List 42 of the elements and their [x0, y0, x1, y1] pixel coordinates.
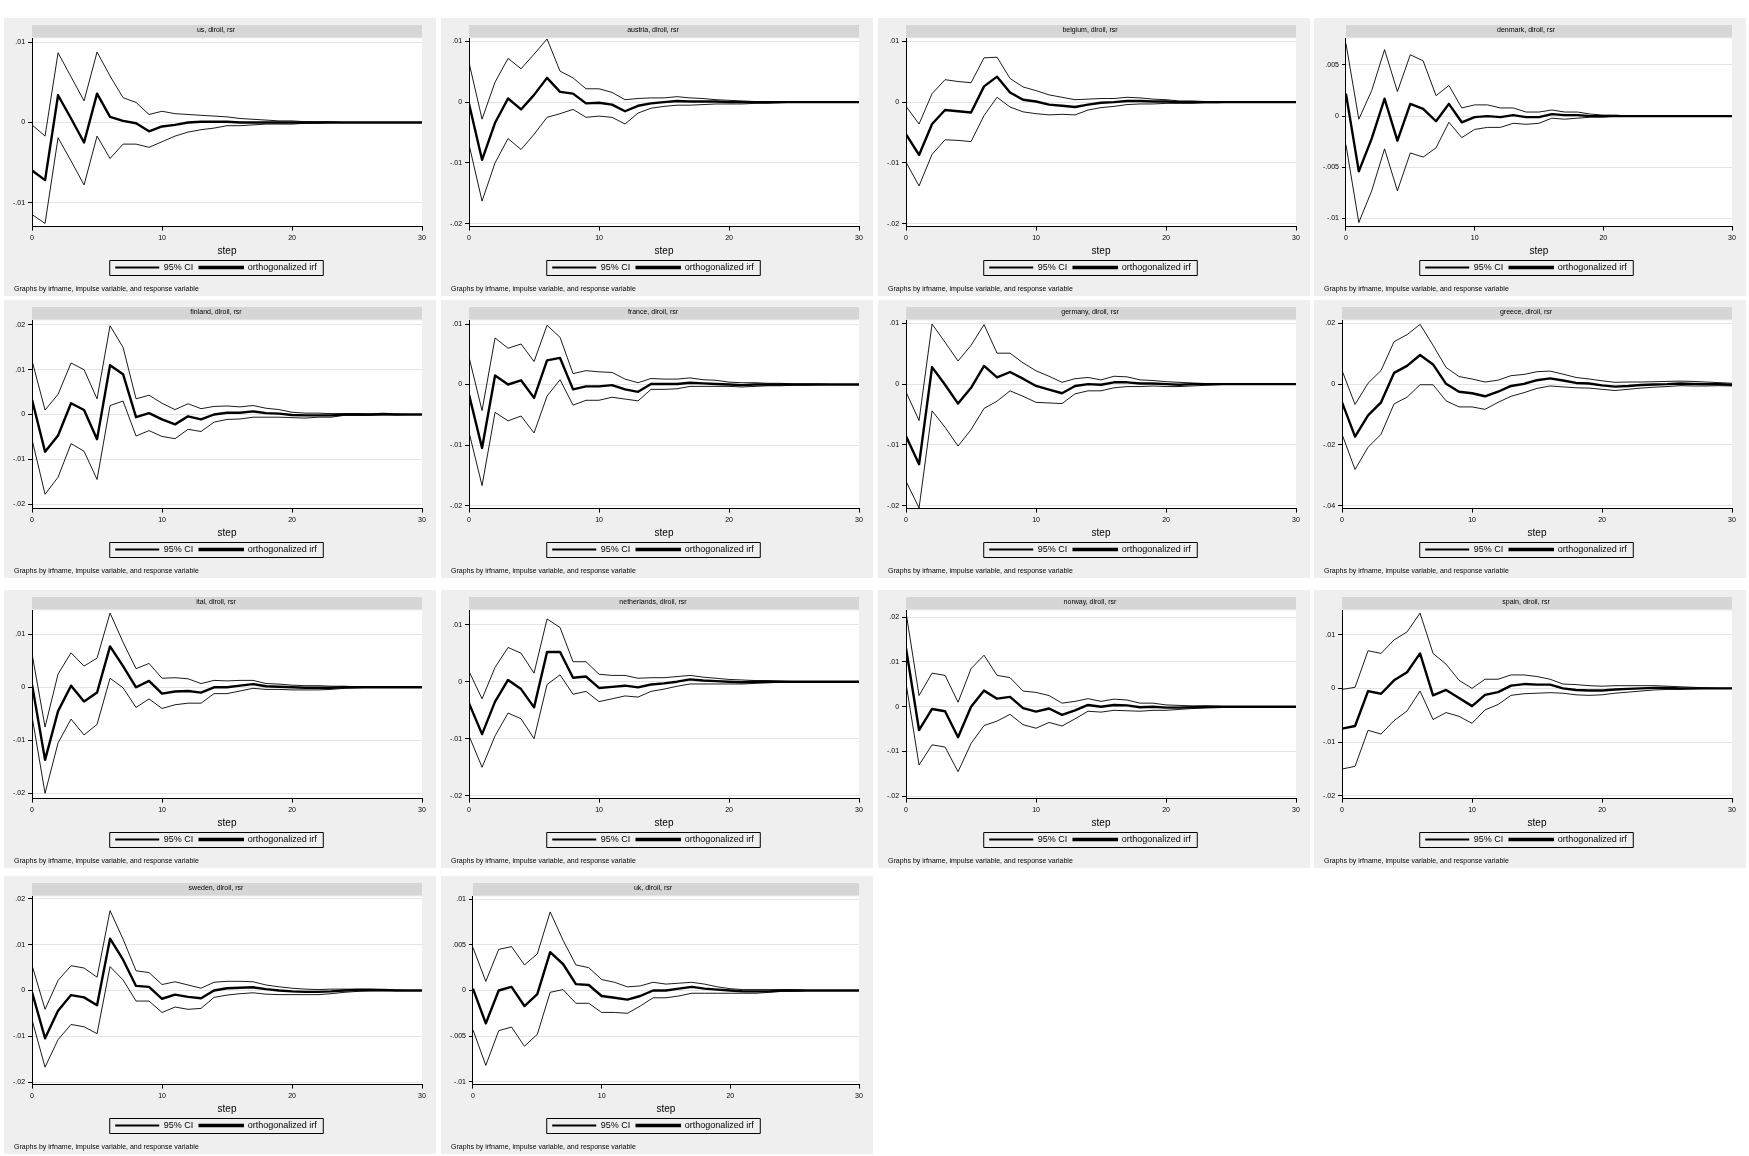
x-axis-title: step: [1527, 816, 1547, 828]
legend-label: orthogonalized irf: [1121, 261, 1192, 272]
legend-label: orthogonalized irf: [1557, 543, 1628, 554]
legend-label: orthogonalized irf: [1121, 833, 1192, 844]
legend-label: 95% CI: [163, 543, 194, 554]
legend-label: 95% CI: [600, 833, 631, 844]
legend-label: 95% CI: [1473, 543, 1504, 554]
legend-label: orthogonalized irf: [684, 261, 755, 272]
legend-label: 95% CI: [600, 543, 631, 554]
legend-label: 95% CI: [600, 1119, 631, 1130]
legend-label: orthogonalized irf: [684, 1119, 755, 1130]
legend-label: 95% CI: [1037, 261, 1068, 272]
x-axis-title: step: [1529, 244, 1549, 256]
x-axis-title: step: [654, 816, 674, 828]
x-axis-title: step: [217, 816, 237, 828]
legend-label: 95% CI: [163, 261, 194, 272]
legend-label: orthogonalized irf: [247, 261, 318, 272]
legend-label: orthogonalized irf: [247, 543, 318, 554]
legend-label: 95% CI: [163, 833, 194, 844]
legend-label: orthogonalized irf: [247, 1119, 318, 1130]
legend-label: orthogonalized irf: [247, 833, 318, 844]
x-axis-title: step: [217, 526, 237, 538]
legend-label: orthogonalized irf: [1557, 833, 1628, 844]
legend-label: orthogonalized irf: [1121, 543, 1192, 554]
x-axis-title: step: [654, 526, 674, 538]
legend-label: orthogonalized irf: [684, 833, 755, 844]
x-axis-title: step: [656, 1102, 676, 1114]
legend-label: 95% CI: [1037, 833, 1068, 844]
legend-label: 95% CI: [1473, 261, 1504, 272]
legend-label: 95% CI: [1037, 543, 1068, 554]
x-axis-title: step: [1091, 244, 1111, 256]
legend-label: 95% CI: [600, 261, 631, 272]
x-axis-title: step: [1091, 816, 1111, 828]
x-axis-title: step: [217, 244, 237, 256]
legend-label: 95% CI: [1473, 833, 1504, 844]
x-axis-title: step: [1527, 526, 1547, 538]
x-axis-title: step: [217, 1102, 237, 1114]
x-axis-title: step: [654, 244, 674, 256]
legend-label: orthogonalized irf: [1557, 261, 1628, 272]
legend-label: orthogonalized irf: [684, 543, 755, 554]
x-axis-title: step: [1091, 526, 1111, 538]
legend-label: 95% CI: [163, 1119, 194, 1130]
